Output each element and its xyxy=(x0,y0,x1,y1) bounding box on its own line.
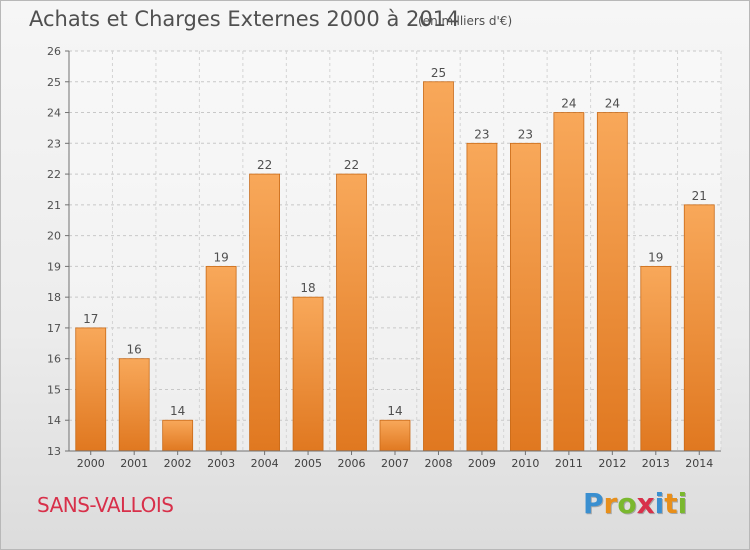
bar-2004 xyxy=(249,173,281,452)
y-tick-label: 19 xyxy=(47,260,61,273)
bar-2010 xyxy=(509,142,541,452)
axes: 13 14 15 16 17 18 19 20 21 22 23 24 25 26 2000 2001 2002… xyxy=(47,45,721,470)
data-label: 24 xyxy=(605,97,620,111)
x-tick-label: 2002 xyxy=(164,457,192,470)
x-tick-label: 2007 xyxy=(381,457,409,470)
data-label: 23 xyxy=(518,127,533,141)
x-tick-label: 2013 xyxy=(642,457,670,470)
y-tick-label: 18 xyxy=(47,291,61,304)
y-tick-label: 26 xyxy=(47,45,61,58)
x-tick-label: 2014 xyxy=(685,457,713,470)
y-tick-label: 17 xyxy=(47,322,61,335)
x-tick-label: 2009 xyxy=(468,457,496,470)
data-label: 16 xyxy=(127,343,142,357)
bar-2009 xyxy=(466,142,498,452)
y-tick-label: 21 xyxy=(47,199,61,212)
y-tick-label: 25 xyxy=(47,76,61,89)
x-tick-label: 2006 xyxy=(338,457,366,470)
bars xyxy=(75,81,715,452)
bar-2013 xyxy=(640,265,672,452)
bar-2001 xyxy=(118,358,150,452)
bar-2002 xyxy=(162,419,194,452)
chart-subtitle: (en milliers d'€) xyxy=(418,14,513,28)
y-tick-label: 16 xyxy=(47,353,61,366)
data-label: 14 xyxy=(387,404,402,418)
y-tick-label: 15 xyxy=(47,383,61,396)
data-label: 24 xyxy=(561,97,576,111)
logo-letter: P xyxy=(583,487,604,520)
x-tick-label: 2001 xyxy=(120,457,148,470)
logo-letter: x xyxy=(636,487,655,520)
data-label: 23 xyxy=(474,127,489,141)
y-tick-label: 13 xyxy=(47,445,61,458)
logo-letter: i xyxy=(654,487,665,520)
bar-2000 xyxy=(75,327,107,452)
x-tick-label: 2000 xyxy=(77,457,105,470)
y-tick-label: 20 xyxy=(47,230,61,243)
logo-letter: r xyxy=(603,487,618,520)
logo-letter: i xyxy=(677,487,688,520)
data-label: 19 xyxy=(213,250,228,264)
bar-2005 xyxy=(292,296,324,452)
logo-letter: t xyxy=(664,487,678,520)
chart-title: Achats et Charges Externes 2000 à 2014 xyxy=(29,7,460,31)
x-tick-label: 2003 xyxy=(207,457,235,470)
x-tick-label: 2004 xyxy=(251,457,279,470)
data-label: 18 xyxy=(300,281,315,295)
bar-2012 xyxy=(596,112,628,452)
y-tick-label: 24 xyxy=(47,107,61,120)
data-label: 17 xyxy=(83,312,98,326)
logo-letter: o xyxy=(617,487,637,520)
bar-2007 xyxy=(379,419,411,452)
data-labels: 17 16 14 19 22 18 22 14 25 23 23 24 24 19 21 xyxy=(83,66,707,418)
data-label: 25 xyxy=(431,66,446,80)
x-tick-label: 2005 xyxy=(294,457,322,470)
y-tick-label: 14 xyxy=(47,414,61,427)
data-label: 21 xyxy=(692,189,707,203)
proxiti-logo: Proxiti xyxy=(583,487,687,520)
y-tick-label: 23 xyxy=(47,137,61,150)
bar-2008 xyxy=(423,81,454,452)
x-tick-label: 2012 xyxy=(598,457,626,470)
x-tick-label: 2011 xyxy=(555,457,583,470)
bar-2006 xyxy=(336,173,367,452)
data-label: 14 xyxy=(170,404,185,418)
bar-2011 xyxy=(553,112,585,452)
y-tick-label: 22 xyxy=(47,168,61,181)
bar-2014 xyxy=(683,204,715,452)
data-label: 19 xyxy=(648,250,663,264)
data-label: 22 xyxy=(344,158,359,172)
bar-2003 xyxy=(205,265,237,452)
x-tick-label: 2008 xyxy=(424,457,452,470)
data-label: 22 xyxy=(257,158,272,172)
commune-name: SANS-VALLOIS xyxy=(37,493,174,517)
x-tick-label: 2010 xyxy=(511,457,539,470)
